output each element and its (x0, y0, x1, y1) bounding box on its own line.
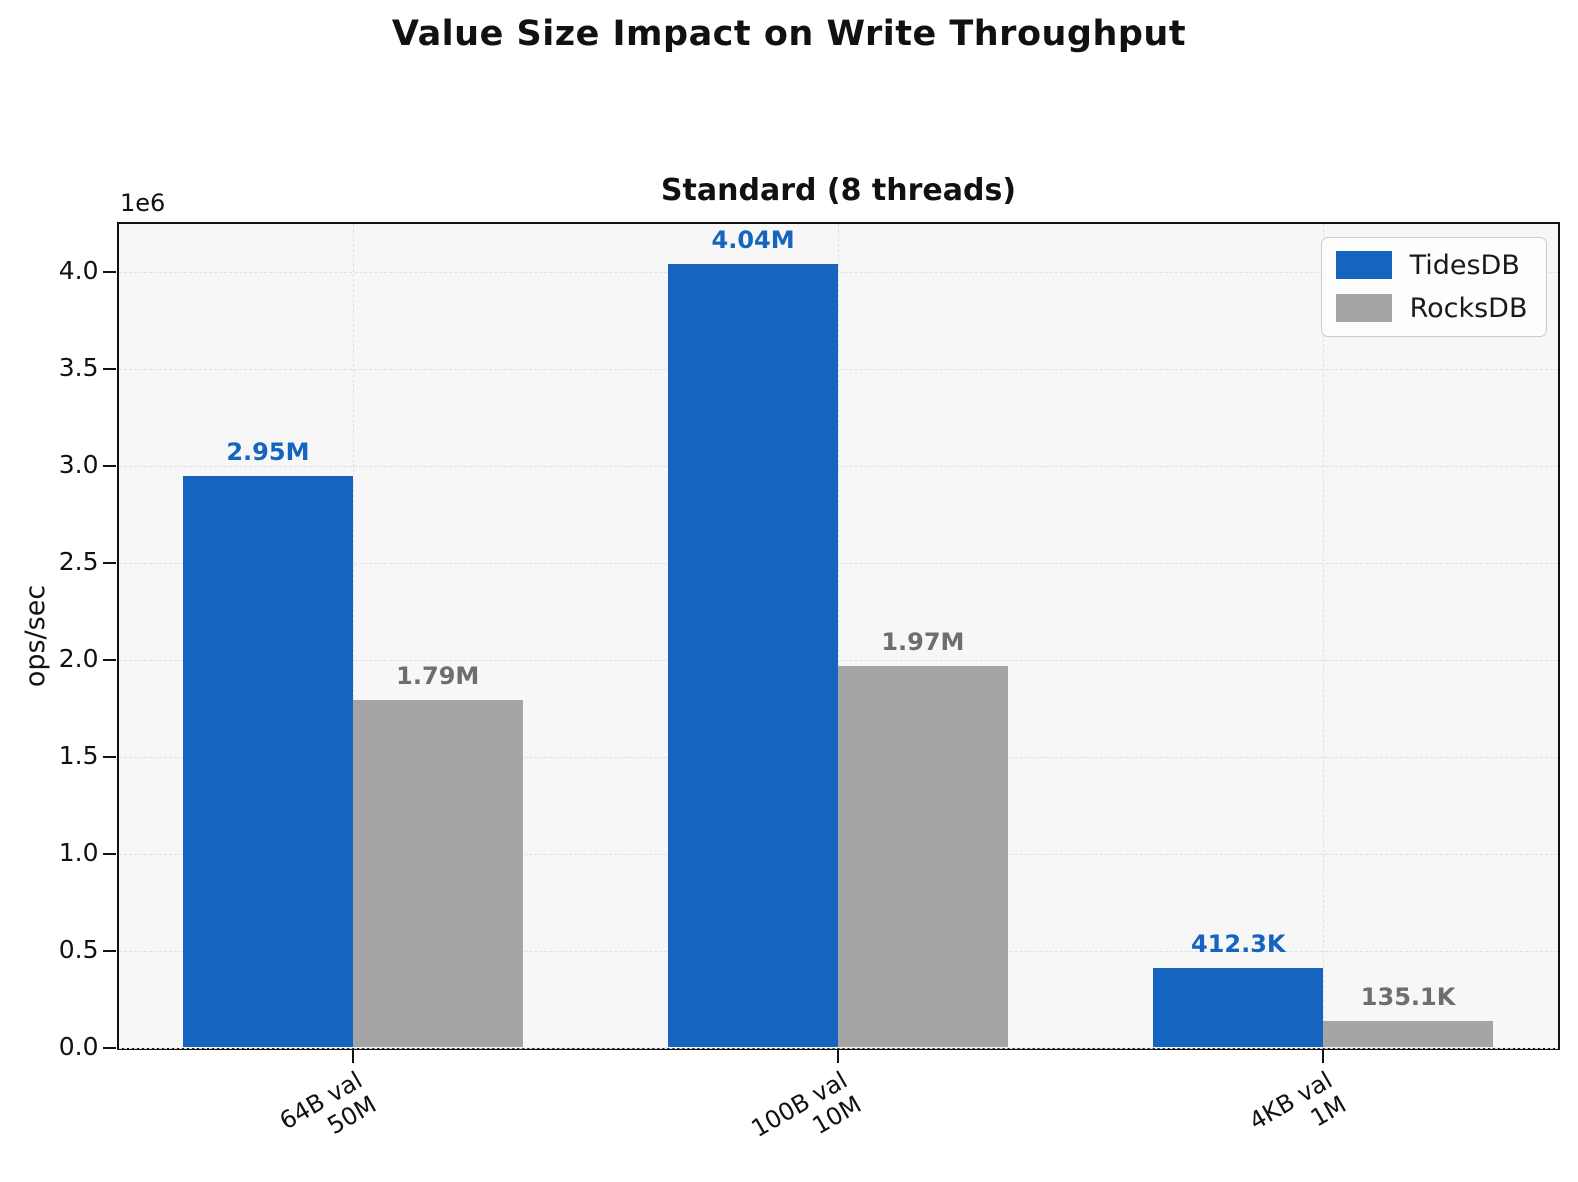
legend-item-rocksdb: RocksDB (1335, 292, 1528, 324)
y-tick-mark (102, 367, 116, 370)
x-tick-mark (1322, 1049, 1325, 1063)
y-tick-mark (102, 1046, 116, 1049)
legend-swatch-tidesdb (1335, 251, 1392, 279)
axes-subtitle: Standard (8 threads) (660, 173, 1017, 208)
y-gridline (118, 1047, 1558, 1049)
y-tick-label: 1.0 (58, 837, 99, 867)
bar-value-label-tidesdb-1: 4.04M (711, 226, 795, 255)
bar-value-label-tidesdb-2: 412.3K (1190, 929, 1286, 958)
legend-item-tidesdb: TidesDB (1335, 249, 1528, 281)
x-tick-mark (351, 1049, 354, 1063)
y-tick-label: 4.0 (58, 255, 99, 285)
legend-label-tidesdb: TidesDB (1409, 249, 1520, 281)
bar-value-label-rocksdb-1: 1.97M (881, 627, 965, 656)
y-tick-label: 0.0 (58, 1031, 99, 1061)
x-tick-label: 100B val 10M (621, 1066, 867, 1182)
bar-rocksdb-2 (1323, 1021, 1493, 1048)
chart-title: Value Size Impact on Write Throughput (391, 14, 1187, 54)
x-gridline (1323, 223, 1325, 1048)
bar-tidesdb-2 (1153, 967, 1324, 1048)
x-tick-label: 4KB val 1M (1107, 1066, 1352, 1182)
legend-swatch-rocksdb (1335, 294, 1392, 322)
legend-label-rocksdb: RocksDB (1409, 292, 1528, 324)
bar-rocksdb-1 (838, 665, 1008, 1048)
y-tick-mark (102, 464, 116, 467)
bar-tidesdb-0 (183, 475, 353, 1048)
y-tick-mark (102, 561, 116, 564)
y-tick-label: 0.5 (58, 934, 99, 964)
bar-value-label-rocksdb-2: 135.1K (1360, 983, 1456, 1012)
bar-value-label-tidesdb-0: 2.95M (226, 437, 310, 466)
y-tick-label: 2.5 (58, 546, 99, 576)
bar-rocksdb-0 (352, 700, 523, 1048)
bar-tidesdb-1 (668, 264, 838, 1048)
plot-area: 0.0 0.5 1.0 1.5 2.0 2.5 3.0 3.5 4.0 64B val 50M 100… (59, 221, 1560, 1142)
x-gridline (838, 223, 839, 1048)
legend: TidesDB RocksDB (1320, 236, 1547, 337)
y-tick-label: 1.5 (58, 740, 99, 770)
y-tick-mark (102, 949, 116, 952)
x-tick-label: 64B val 50M (136, 1066, 381, 1182)
y-tick-mark (102, 755, 116, 758)
bar-value-label-rocksdb-0: 1.79M (396, 662, 480, 691)
x-gridline (352, 223, 354, 1048)
y-tick-label: 3.0 (58, 449, 99, 479)
y-tick-mark (102, 658, 116, 661)
y-axis-offset-text: 1e6 (120, 189, 166, 217)
x-tick-mark (837, 1049, 839, 1063)
y-tick-mark (102, 852, 116, 855)
y-tick-label: 2.0 (58, 643, 99, 673)
y-tick-mark (102, 270, 116, 273)
y-tick-label: 3.5 (58, 352, 99, 382)
